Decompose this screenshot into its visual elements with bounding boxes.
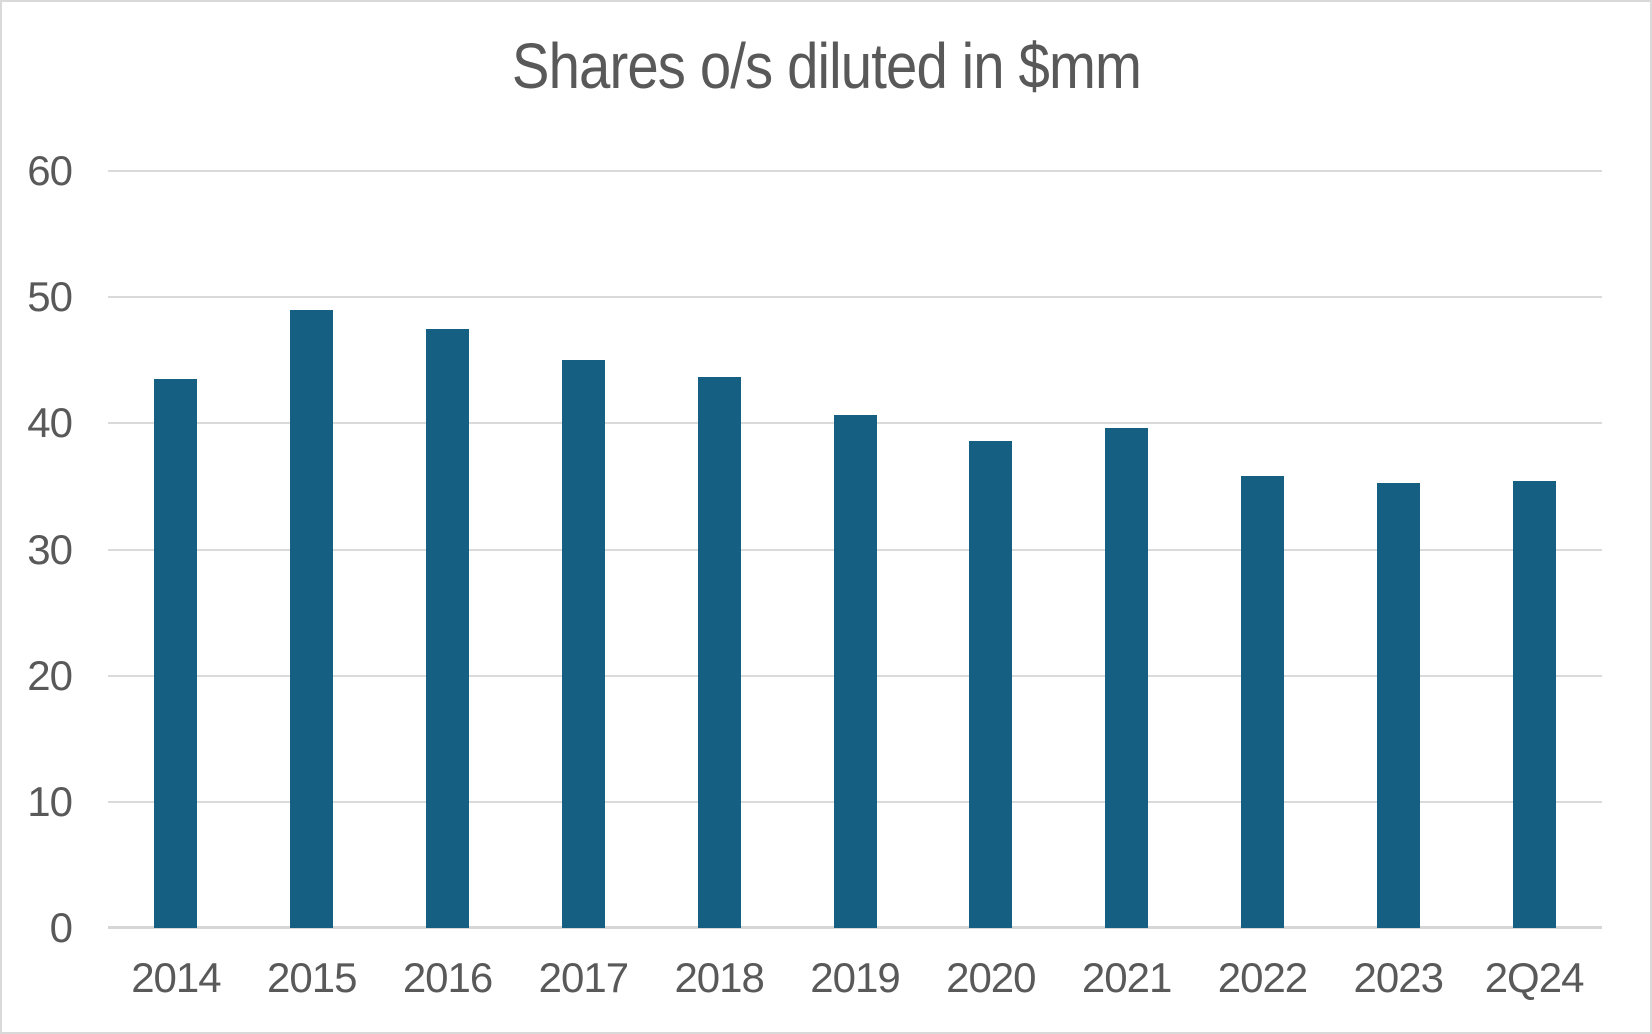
y-axis-tick-label: 50 — [27, 273, 73, 321]
bar-2021 — [1105, 428, 1149, 928]
y-axis-tick-label: 10 — [27, 777, 73, 825]
x-axis-tick-label: 2Q24 — [1484, 954, 1585, 1001]
x-axis-tick-label: 2020 — [946, 954, 1036, 1001]
bar-2014 — [154, 379, 198, 928]
bar-2015 — [290, 309, 334, 928]
y-axis-tick-label: 60 — [27, 147, 73, 194]
plot-area — [108, 170, 1602, 929]
x-axis-tick-label: 2015 — [267, 954, 357, 1001]
bar-2016 — [426, 328, 470, 928]
bar-2Q24 — [1512, 481, 1556, 928]
bar-2020 — [969, 441, 1013, 928]
bar-2019 — [833, 414, 877, 928]
bar-2022 — [1240, 476, 1284, 928]
gridline — [108, 296, 1602, 299]
y-axis-labels: 0 10 20 30 40 50 60 — [2, 150, 73, 949]
x-axis-labels: 2014 2015 2016 2017 2018 2019 2020 2021 2022 2023… — [108, 955, 1602, 1015]
bar-2017 — [561, 360, 605, 928]
x-axis-tick-label: 2016 — [402, 954, 493, 1001]
x-axis-tick-label: 2021 — [1081, 954, 1172, 1001]
chart-title: Shares o/s diluted in $mm — [2, 30, 1650, 104]
gridline — [108, 170, 1602, 172]
x-axis-tick-label: 2019 — [810, 954, 900, 1001]
bar-2018 — [697, 376, 741, 928]
x-axis-tick-label: 2014 — [131, 954, 221, 1001]
bar-2023 — [1376, 482, 1420, 928]
y-axis-tick-label: 0 — [49, 904, 73, 951]
x-axis-tick-label: 2022 — [1217, 954, 1308, 1001]
chart-title-text: Shares o/s diluted in $mm — [511, 30, 1141, 102]
x-axis-tick-label: 2018 — [674, 954, 764, 1001]
x-axis-tick-label: 2017 — [538, 954, 629, 1001]
y-axis-tick-label: 40 — [27, 399, 73, 447]
y-axis-tick-label: 20 — [27, 651, 73, 699]
x-axis-tick-label: 2023 — [1353, 954, 1444, 1001]
y-axis-tick-label: 30 — [27, 525, 73, 573]
